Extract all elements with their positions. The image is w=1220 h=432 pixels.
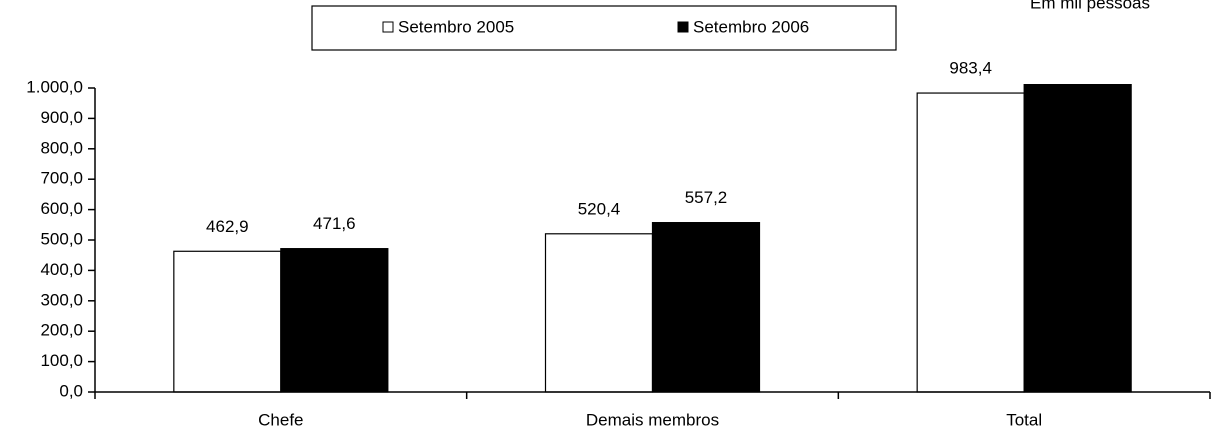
legend-swatch — [677, 21, 689, 33]
y-tick-label: 600,0 — [40, 199, 83, 218]
x-tick-label: Demais membros — [586, 410, 719, 429]
legend-label: Setembro 2005 — [398, 17, 514, 36]
y-tick-label: 700,0 — [40, 169, 83, 188]
bar — [1023, 84, 1132, 393]
value-label: 983,4 — [949, 59, 992, 78]
value-label: 557,2 — [685, 188, 728, 207]
x-tick-label: Chefe — [258, 410, 303, 429]
bar — [916, 92, 1025, 393]
y-tick-label: 800,0 — [40, 138, 83, 157]
legend-swatch — [382, 21, 394, 33]
value-label: 471,6 — [313, 214, 356, 233]
y-tick-label: 1.000,0 — [26, 77, 83, 96]
value-label: 520,4 — [578, 199, 621, 218]
note: Em mil pessoas — [1030, 0, 1150, 12]
bar — [280, 248, 389, 393]
y-tick-label: 100,0 — [40, 351, 83, 370]
bar — [544, 233, 654, 393]
x-tick-label: Total — [1006, 410, 1042, 429]
y-tick-label: 900,0 — [40, 108, 83, 127]
y-tick-label: 0,0 — [59, 381, 83, 400]
y-tick-label: 300,0 — [40, 290, 83, 309]
legend-label: Setembro 2006 — [693, 17, 809, 36]
y-tick-label: 500,0 — [40, 229, 83, 248]
value-label: 462,9 — [206, 217, 249, 236]
y-tick-label: 200,0 — [40, 321, 83, 340]
legend-box — [311, 5, 897, 51]
bar — [173, 250, 282, 393]
y-tick-label: 400,0 — [40, 260, 83, 279]
bar — [651, 222, 761, 393]
